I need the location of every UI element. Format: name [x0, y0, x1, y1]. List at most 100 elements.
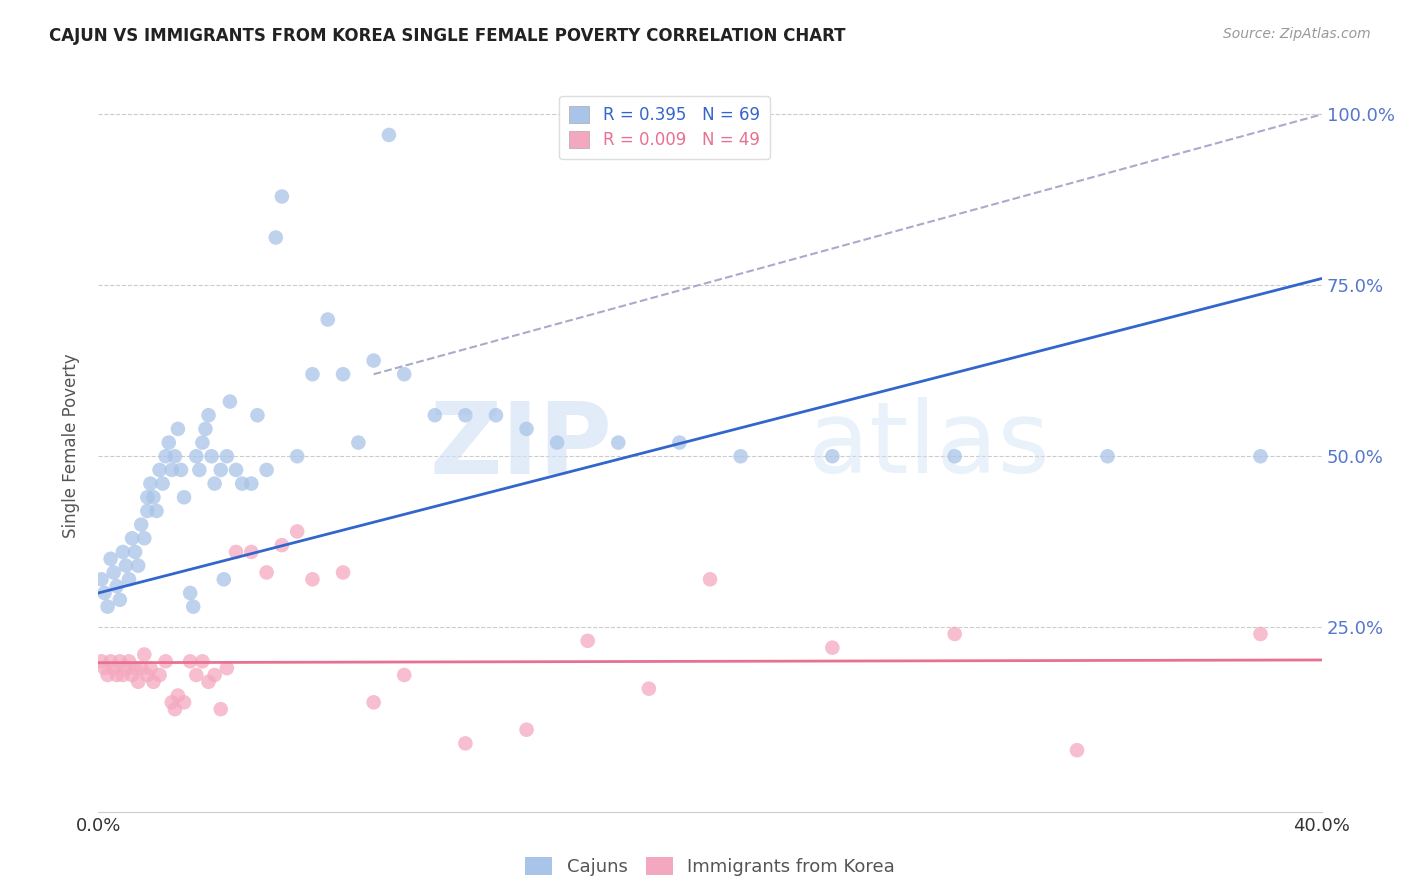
- Point: [118, 654, 141, 668]
- Text: Source: ZipAtlas.com: Source: ZipAtlas.com: [1223, 27, 1371, 41]
- Point: [134, 531, 156, 545]
- Point: [170, 463, 193, 477]
- Point: [730, 449, 752, 463]
- Point: [209, 463, 232, 477]
- Point: [204, 668, 226, 682]
- Point: [699, 572, 721, 586]
- Point: [1066, 743, 1088, 757]
- Point: [93, 586, 115, 600]
- Point: [197, 674, 219, 689]
- Point: [149, 668, 172, 682]
- Point: [285, 449, 308, 463]
- Point: [124, 661, 146, 675]
- Point: [301, 572, 323, 586]
- Point: [191, 654, 214, 668]
- Point: [111, 668, 134, 682]
- Point: [943, 627, 966, 641]
- Point: [256, 566, 278, 580]
- Point: [225, 463, 247, 477]
- Point: [160, 463, 183, 477]
- Point: [118, 572, 141, 586]
- Point: [173, 695, 195, 709]
- Point: [392, 668, 416, 682]
- Point: [103, 566, 125, 580]
- Point: [155, 449, 177, 463]
- Point: [212, 572, 235, 586]
- Point: [105, 579, 128, 593]
- Point: [186, 449, 208, 463]
- Point: [240, 476, 263, 491]
- Point: [256, 463, 278, 477]
- Point: [173, 490, 195, 504]
- Point: [157, 435, 180, 450]
- Point: [100, 654, 122, 668]
- Point: [516, 422, 538, 436]
- Point: [215, 449, 238, 463]
- Text: CAJUN VS IMMIGRANTS FROM KOREA SINGLE FEMALE POVERTY CORRELATION CHART: CAJUN VS IMMIGRANTS FROM KOREA SINGLE FE…: [49, 27, 846, 45]
- Point: [546, 435, 568, 450]
- Point: [378, 128, 401, 142]
- Point: [160, 695, 183, 709]
- Point: [167, 422, 190, 436]
- Point: [637, 681, 661, 696]
- Point: [145, 504, 167, 518]
- Point: [392, 368, 416, 382]
- Legend: Cajuns, Immigrants from Korea: Cajuns, Immigrants from Korea: [517, 849, 903, 883]
- Point: [115, 661, 138, 675]
- Point: [139, 661, 162, 675]
- Point: [136, 490, 159, 504]
- Point: [516, 723, 538, 737]
- Point: [204, 476, 226, 491]
- Point: [454, 736, 477, 750]
- Point: [347, 435, 370, 450]
- Point: [163, 449, 186, 463]
- Point: [124, 545, 146, 559]
- Point: [219, 394, 242, 409]
- Point: [129, 661, 152, 675]
- Point: [270, 189, 292, 203]
- Point: [93, 661, 115, 675]
- Point: [821, 640, 844, 655]
- Point: [209, 702, 232, 716]
- Point: [167, 689, 190, 703]
- Point: [231, 476, 253, 491]
- Point: [115, 558, 138, 573]
- Point: [1249, 449, 1271, 463]
- Point: [136, 668, 159, 682]
- Point: [139, 476, 162, 491]
- Point: [363, 695, 385, 709]
- Point: [127, 674, 149, 689]
- Point: [136, 504, 159, 518]
- Point: [142, 490, 165, 504]
- Point: [108, 592, 131, 607]
- Point: [423, 409, 446, 423]
- Point: [264, 230, 287, 244]
- Point: [485, 409, 508, 423]
- Point: [129, 517, 152, 532]
- Point: [943, 449, 966, 463]
- Point: [316, 312, 339, 326]
- Point: [127, 558, 149, 573]
- Point: [200, 449, 222, 463]
- Point: [155, 654, 177, 668]
- Point: [191, 435, 214, 450]
- Point: [108, 654, 131, 668]
- Point: [225, 545, 247, 559]
- Point: [186, 668, 208, 682]
- Point: [181, 599, 204, 614]
- Point: [301, 368, 323, 382]
- Point: [668, 435, 690, 450]
- Point: [100, 551, 122, 566]
- Point: [454, 409, 477, 423]
- Point: [121, 531, 143, 545]
- Point: [163, 702, 186, 716]
- Point: [576, 633, 599, 648]
- Point: [152, 476, 174, 491]
- Point: [90, 654, 112, 668]
- Y-axis label: Single Female Poverty: Single Female Poverty: [62, 354, 80, 538]
- Point: [332, 566, 354, 580]
- Point: [1249, 627, 1271, 641]
- Point: [179, 586, 201, 600]
- Point: [332, 368, 354, 382]
- Point: [270, 538, 292, 552]
